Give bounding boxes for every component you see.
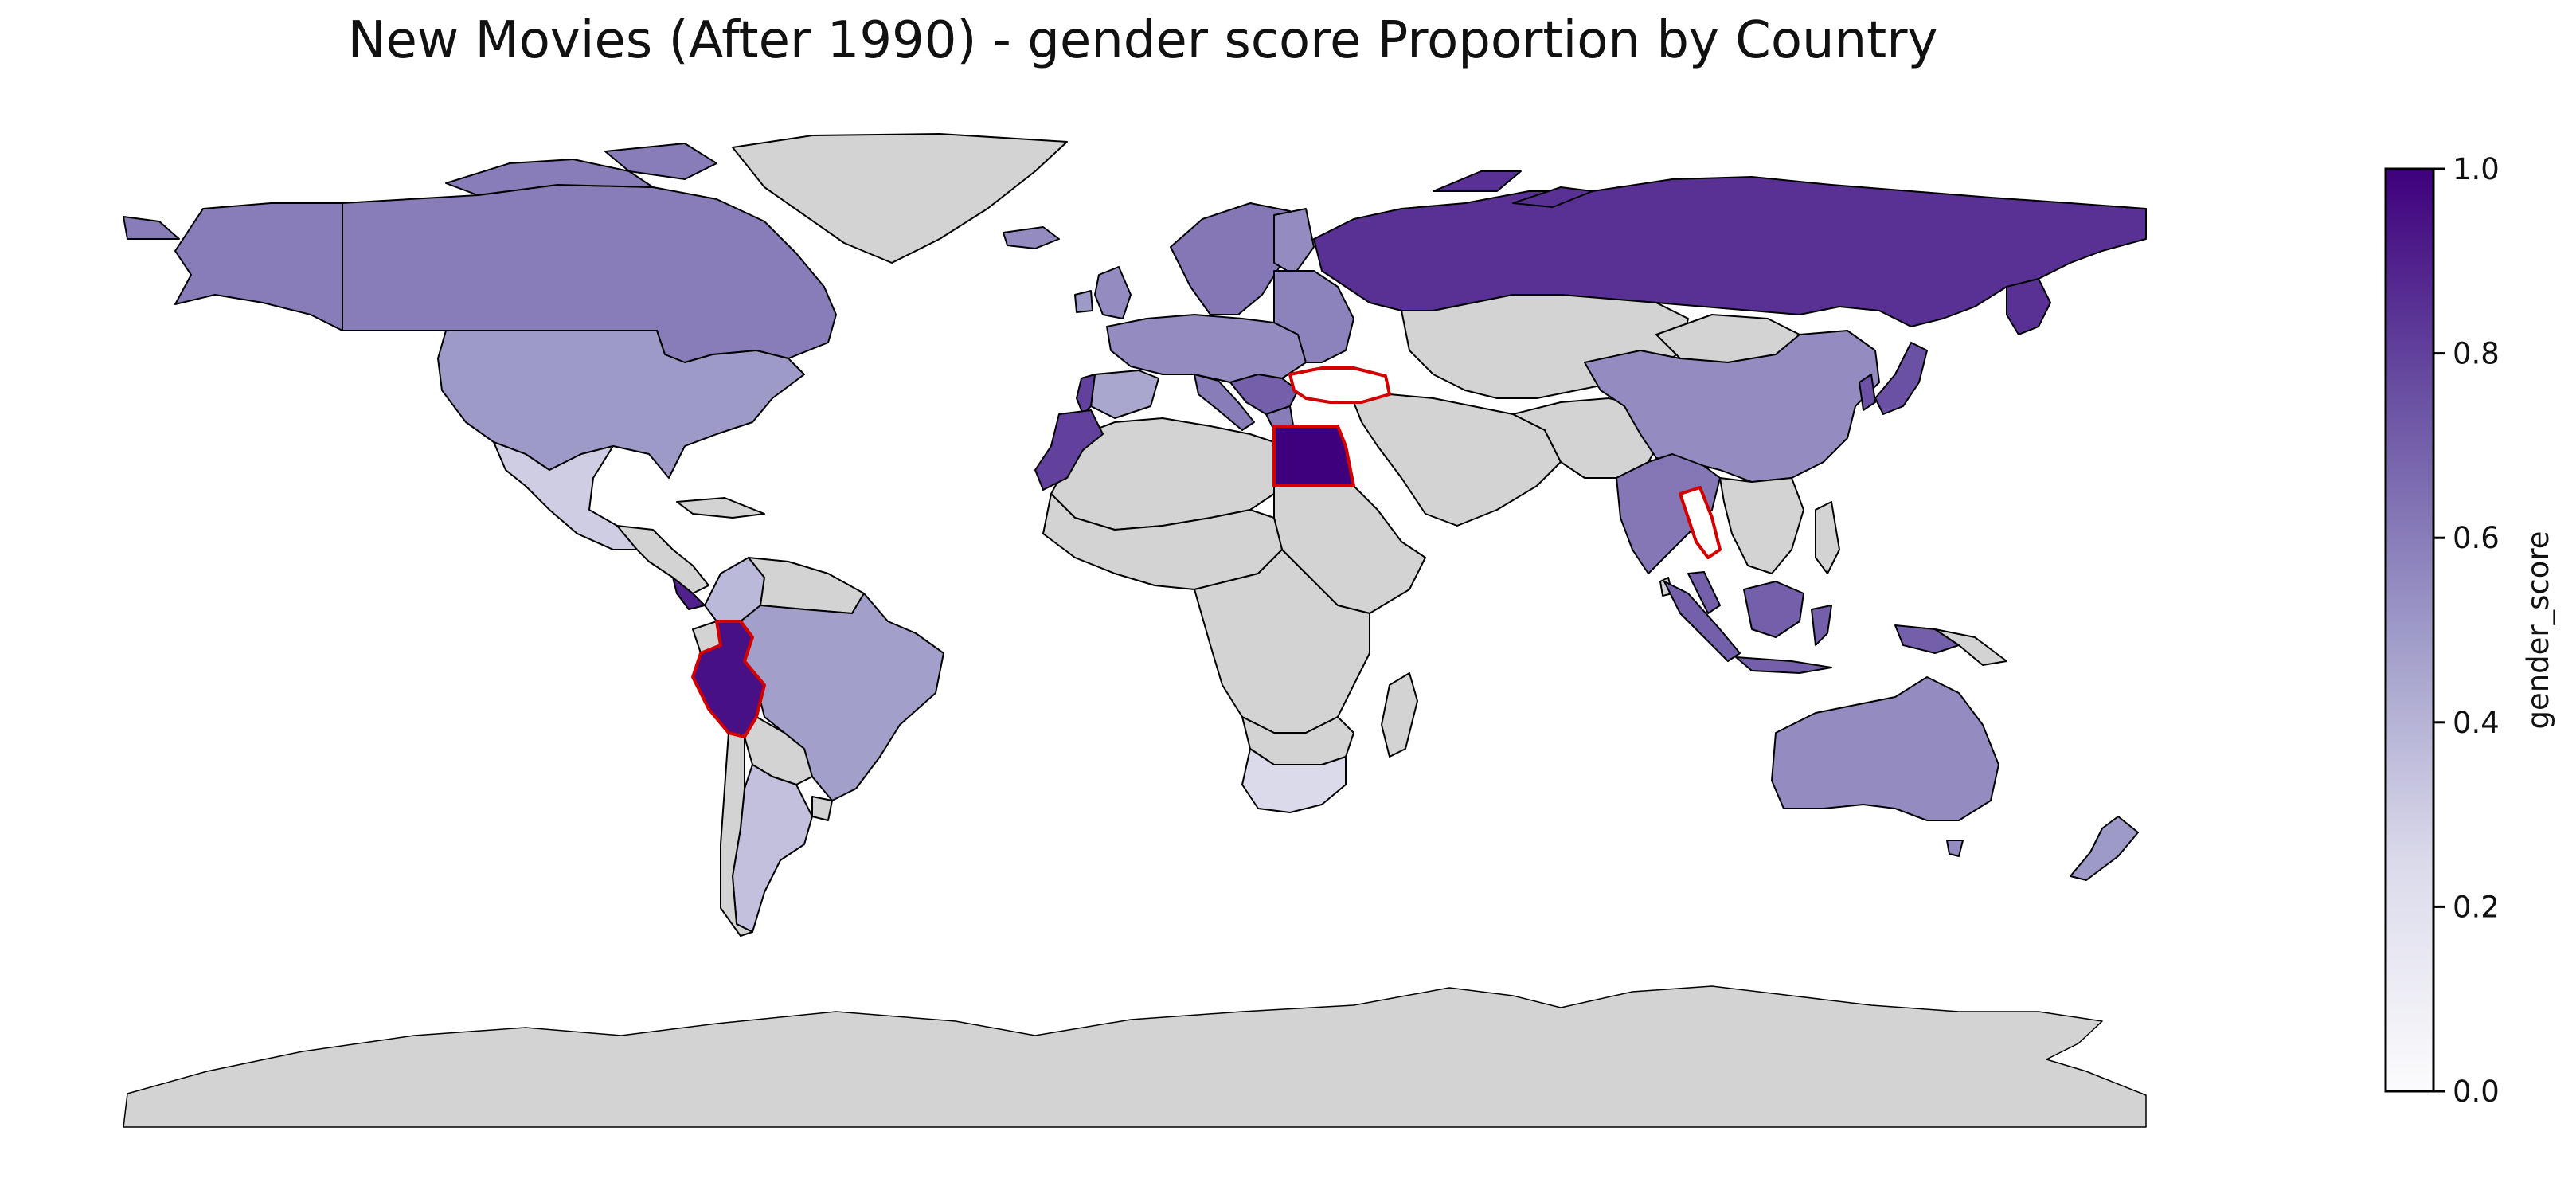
country-japan [1874,342,1928,415]
country-united-kingdom [1094,266,1132,319]
colorbar-tick-label: 1.0 [2453,152,2500,186]
country-new-zealand [2070,816,2139,881]
country-papua-new-guinea [1934,628,2007,666]
country-south-africa [1241,748,1347,813]
country-indonesia-sumatra [1663,581,1741,662]
country-peru[interactable] [691,620,766,738]
country-korea [1859,374,1876,411]
country-turkey[interactable] [1288,366,1391,404]
country-united-states [437,330,805,479]
country-indochina [1719,477,1804,574]
country-sulawesi [1811,605,1832,646]
country-russia-islands [1433,170,1593,208]
country-russia-far-east [2006,278,2051,335]
country-new-guinea [1894,624,1960,654]
country-morocco [1034,409,1104,491]
colorbar-ticks: 0.0 0.2 0.4 0.6 0.8 1.0 [2433,152,2500,1109]
country-borneo [1743,581,1804,638]
colorbar-tick-label: 0.2 [2453,890,2500,924]
country-middle-east [1353,393,1562,527]
country-costa-rica [672,577,706,610]
country-antarctica [123,985,2147,1128]
country-italy [1194,374,1255,431]
country-iceland [1003,226,1060,249]
country-chile [720,732,753,937]
country-alaska [174,202,343,331]
country-chukotka-tip [123,216,180,240]
country-java [1735,656,1832,674]
country-arctic-islands [445,143,717,196]
country-philippines [1815,501,1840,574]
country-egypt[interactable] [1272,425,1355,487]
map-title: New Movies (After 1990) - gender score P… [347,11,1938,70]
country-cuba [676,497,765,519]
colorbar-tick-label: 0.0 [2453,1075,2500,1109]
country-east-europe [1273,270,1354,363]
country-central-africa [1194,549,1370,734]
country-china [1584,330,1880,483]
country-madagascar [1381,672,1418,758]
colorbar-tick-label: 0.4 [2453,706,2500,740]
country-finland [1273,208,1315,276]
colorbar-label: gender_score [2521,531,2555,729]
country-australia [1771,676,1999,821]
country-central-america [616,525,709,594]
country-greenland [732,133,1068,264]
country-ireland [1074,290,1093,313]
country-tasmania [1946,840,1964,857]
country-uruguay [811,796,833,821]
country-balkans [1229,374,1299,415]
colorbar-tick-label: 0.8 [2453,337,2500,371]
colorbar [2384,167,2435,1093]
country-thailand[interactable] [1679,486,1722,559]
colorbar-tick-label: 0.6 [2453,521,2500,555]
country-malaysia [1687,571,1721,614]
